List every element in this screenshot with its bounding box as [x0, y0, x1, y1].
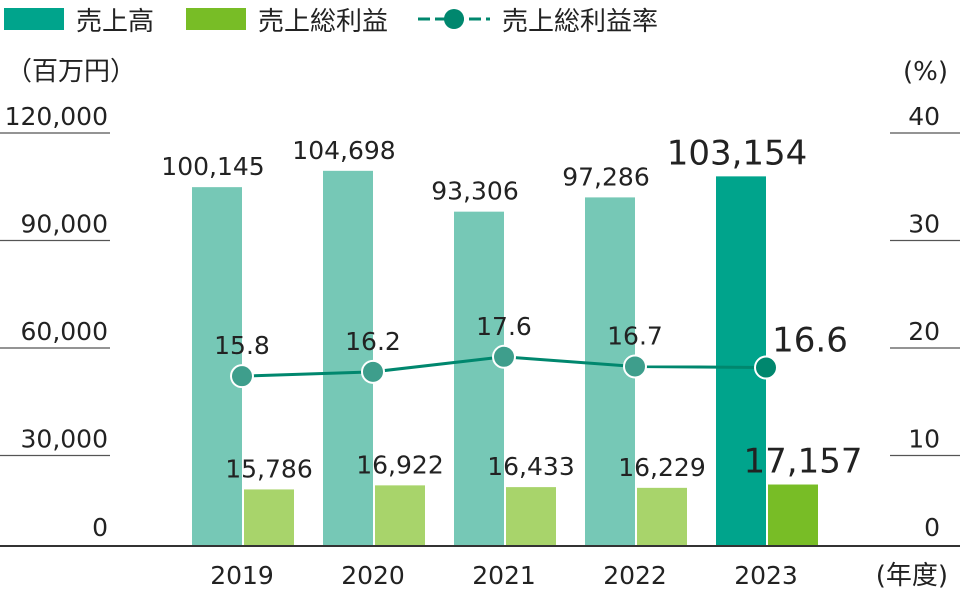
value-label-sales: 93,306: [431, 177, 518, 206]
y-left-tick-label: 60,000: [21, 317, 108, 346]
value-label-sales: 100,145: [161, 152, 264, 181]
value-label-ratio: 16.7: [607, 321, 663, 350]
value-label-sales: 97,286: [562, 162, 649, 191]
value-label-gross-profit: 16,433: [487, 452, 574, 481]
x-tick-label: 2023: [734, 561, 798, 590]
x-tick-label: 2020: [341, 561, 405, 590]
bar-gross-profit: [637, 487, 687, 546]
y-left-tick-label: 120,000: [5, 102, 108, 131]
ratio-point: [754, 355, 778, 380]
legend-label-ratio: 売上総利益率: [502, 7, 658, 37]
bar-gross-profit: [506, 487, 556, 546]
y-right-tick-label: 40: [908, 102, 940, 131]
value-label-ratio: 17.6: [476, 312, 532, 341]
bars: [192, 170, 818, 547]
y-axis-left-label: （百万円）: [6, 57, 136, 87]
value-label-gross-profit: 17,157: [744, 442, 863, 482]
ratio-point: [492, 344, 516, 369]
axis-ticks: 0 0 30,000 10 60,000 20 90,000 30 120,000 40: [0, 102, 960, 542]
legend-swatch-gross-profit: [186, 8, 246, 30]
ratio-point: [230, 364, 254, 389]
ratio-point: [361, 359, 385, 384]
value-label-ratio: 16.6: [772, 321, 848, 361]
x-tick-label: 2021: [472, 561, 536, 590]
bar-sales: [454, 211, 504, 546]
ratio-line: [230, 344, 778, 389]
bar-gross-profit: [768, 484, 818, 546]
value-label-gross-profit: 16,922: [356, 450, 443, 479]
legend-swatch-sales: [4, 8, 64, 30]
value-labels: 100,145 15,786 104,698 16,922 93,306 16,433 97…: [161, 133, 862, 483]
x-axis-label: (年度): [876, 561, 948, 591]
bar-sales: [192, 187, 242, 546]
x-tick-label: 2022: [603, 561, 667, 590]
value-label-sales: 103,154: [667, 133, 808, 173]
ratio-point: [623, 354, 647, 379]
legend-marker-ratio: [444, 9, 464, 29]
y-left-tick-label: 0: [92, 513, 108, 542]
y-right-tick-label: 20: [908, 317, 940, 346]
y-axis-right-label: (%): [903, 57, 948, 87]
y-left-tick-label: 30,000: [21, 425, 108, 454]
bar-sales: [323, 170, 373, 547]
legend-label-sales: 売上高: [76, 7, 154, 37]
value-label-ratio: 15.8: [214, 331, 270, 360]
value-label-ratio: 16.2: [345, 327, 401, 356]
value-label-gross-profit: 16,229: [618, 453, 705, 482]
y-right-tick-label: 10: [908, 425, 940, 454]
bar-gross-profit: [375, 485, 425, 546]
y-right-tick-label: 30: [908, 210, 940, 239]
x-tick-label: 2019: [210, 561, 274, 590]
y-right-tick-label: 0: [924, 513, 940, 542]
bar-gross-profit: [244, 489, 294, 546]
legend: 売上高 売上総利益 売上総利益率: [4, 7, 658, 37]
y-left-tick-label: 90,000: [21, 210, 108, 239]
value-label-gross-profit: 15,786: [225, 454, 312, 483]
legend-label-gross-profit: 売上総利益: [258, 7, 388, 37]
value-label-sales: 104,698: [292, 136, 395, 165]
x-tick-labels: 2019 2020 2021 2022 2023: [210, 561, 798, 590]
